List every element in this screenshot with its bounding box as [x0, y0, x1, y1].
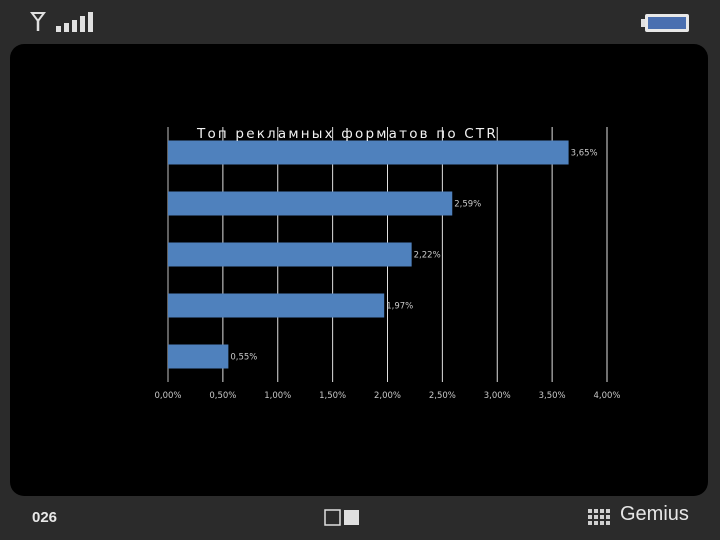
- data-label: 1,97%: [386, 302, 413, 312]
- data-label: 2,22%: [414, 251, 441, 261]
- data-labels: 3,65% 2,59% 2,22% 1,97% 0,55%: [230, 149, 597, 363]
- bar: [168, 293, 385, 318]
- view-toggle-icon[interactable]: [324, 509, 360, 527]
- bar: [168, 191, 453, 216]
- page-number: 026: [32, 509, 58, 526]
- bar: [168, 344, 229, 369]
- x-tick-label: 4,00%: [593, 391, 620, 401]
- x-tick-label: 2,00%: [374, 391, 401, 401]
- x-tick-label: 1,00%: [264, 391, 291, 401]
- bar: [168, 140, 569, 165]
- x-tick-label: 3,00%: [484, 391, 511, 401]
- status-bar: [0, 0, 720, 44]
- x-tick-label: 3,50%: [539, 391, 566, 401]
- x-tick-label: 0,50%: [209, 391, 236, 401]
- slide-screen: [10, 44, 708, 496]
- x-tick-label: 1,50%: [319, 391, 346, 401]
- x-tick-label: 0,00%: [154, 391, 181, 401]
- bars: [168, 140, 569, 369]
- logo-text: Gemius: [620, 503, 689, 525]
- data-label: 2,59%: [454, 200, 481, 210]
- chart-title: Топ рекламных форматов по CTR: [196, 126, 498, 142]
- signal-strength-icon: [30, 12, 93, 32]
- data-label: 0,55%: [230, 353, 257, 363]
- battery-icon: [641, 14, 689, 32]
- x-axis-ticks: 0,00% 0,50% 1,00% 1,50% 2,00% 2,50% 3,00% 3,50%…: [154, 391, 620, 401]
- data-label: 3,65%: [571, 149, 598, 159]
- bar: [168, 242, 412, 267]
- gemius-logo-icon: [588, 509, 610, 525]
- x-tick-label: 2,50%: [429, 391, 456, 401]
